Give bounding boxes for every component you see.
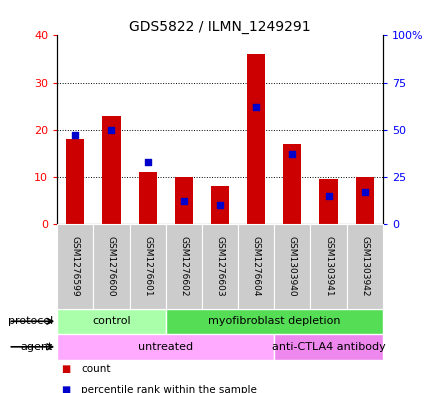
Text: ■: ■ (62, 364, 71, 373)
Text: agent: agent (20, 342, 53, 352)
Text: GSM1276603: GSM1276603 (216, 236, 224, 297)
Text: anti-CTLA4 antibody: anti-CTLA4 antibody (271, 342, 385, 352)
Point (361, 189, 368, 195)
Bar (347, 224, 383, 309)
Text: myofibroblast depletion: myofibroblast depletion (208, 316, 341, 326)
Bar (66, 139, 84, 224)
Bar (247, 54, 265, 224)
Bar (175, 177, 193, 224)
Bar (129, 224, 166, 309)
Text: GSM1303940: GSM1303940 (288, 236, 297, 297)
Bar (166, 224, 202, 309)
Text: GSM1276604: GSM1276604 (252, 236, 260, 296)
Bar (93, 224, 129, 309)
Point (108, 127, 115, 133)
Bar (319, 179, 337, 224)
Text: GSM1276601: GSM1276601 (143, 236, 152, 297)
Bar (274, 224, 311, 309)
Bar (274, 334, 383, 360)
Text: protocol: protocol (7, 316, 53, 326)
Point (289, 151, 296, 157)
Text: control: control (92, 316, 131, 326)
Bar (57, 309, 166, 334)
Point (180, 198, 187, 204)
Point (325, 193, 332, 199)
Text: GDS5822 / ILMN_1249291: GDS5822 / ILMN_1249291 (129, 20, 311, 34)
Bar (57, 334, 274, 360)
Bar (166, 309, 383, 334)
Text: count: count (81, 364, 111, 373)
Point (144, 159, 151, 165)
Bar (57, 224, 93, 309)
Bar (211, 186, 229, 224)
Bar (283, 144, 301, 224)
Text: untreated: untreated (138, 342, 193, 352)
Bar (356, 177, 374, 224)
Point (72, 132, 79, 138)
Bar (139, 172, 157, 224)
Point (216, 202, 224, 208)
Text: ■: ■ (62, 385, 71, 393)
Text: GSM1303942: GSM1303942 (360, 236, 369, 296)
Text: GSM1303941: GSM1303941 (324, 236, 333, 297)
Bar (103, 116, 121, 224)
Text: GSM1276600: GSM1276600 (107, 236, 116, 297)
Point (253, 104, 260, 110)
Bar (202, 224, 238, 309)
Bar (238, 224, 274, 309)
Bar (311, 224, 347, 309)
Text: GSM1276599: GSM1276599 (71, 236, 80, 297)
Text: percentile rank within the sample: percentile rank within the sample (81, 385, 257, 393)
Text: GSM1276602: GSM1276602 (180, 236, 188, 296)
